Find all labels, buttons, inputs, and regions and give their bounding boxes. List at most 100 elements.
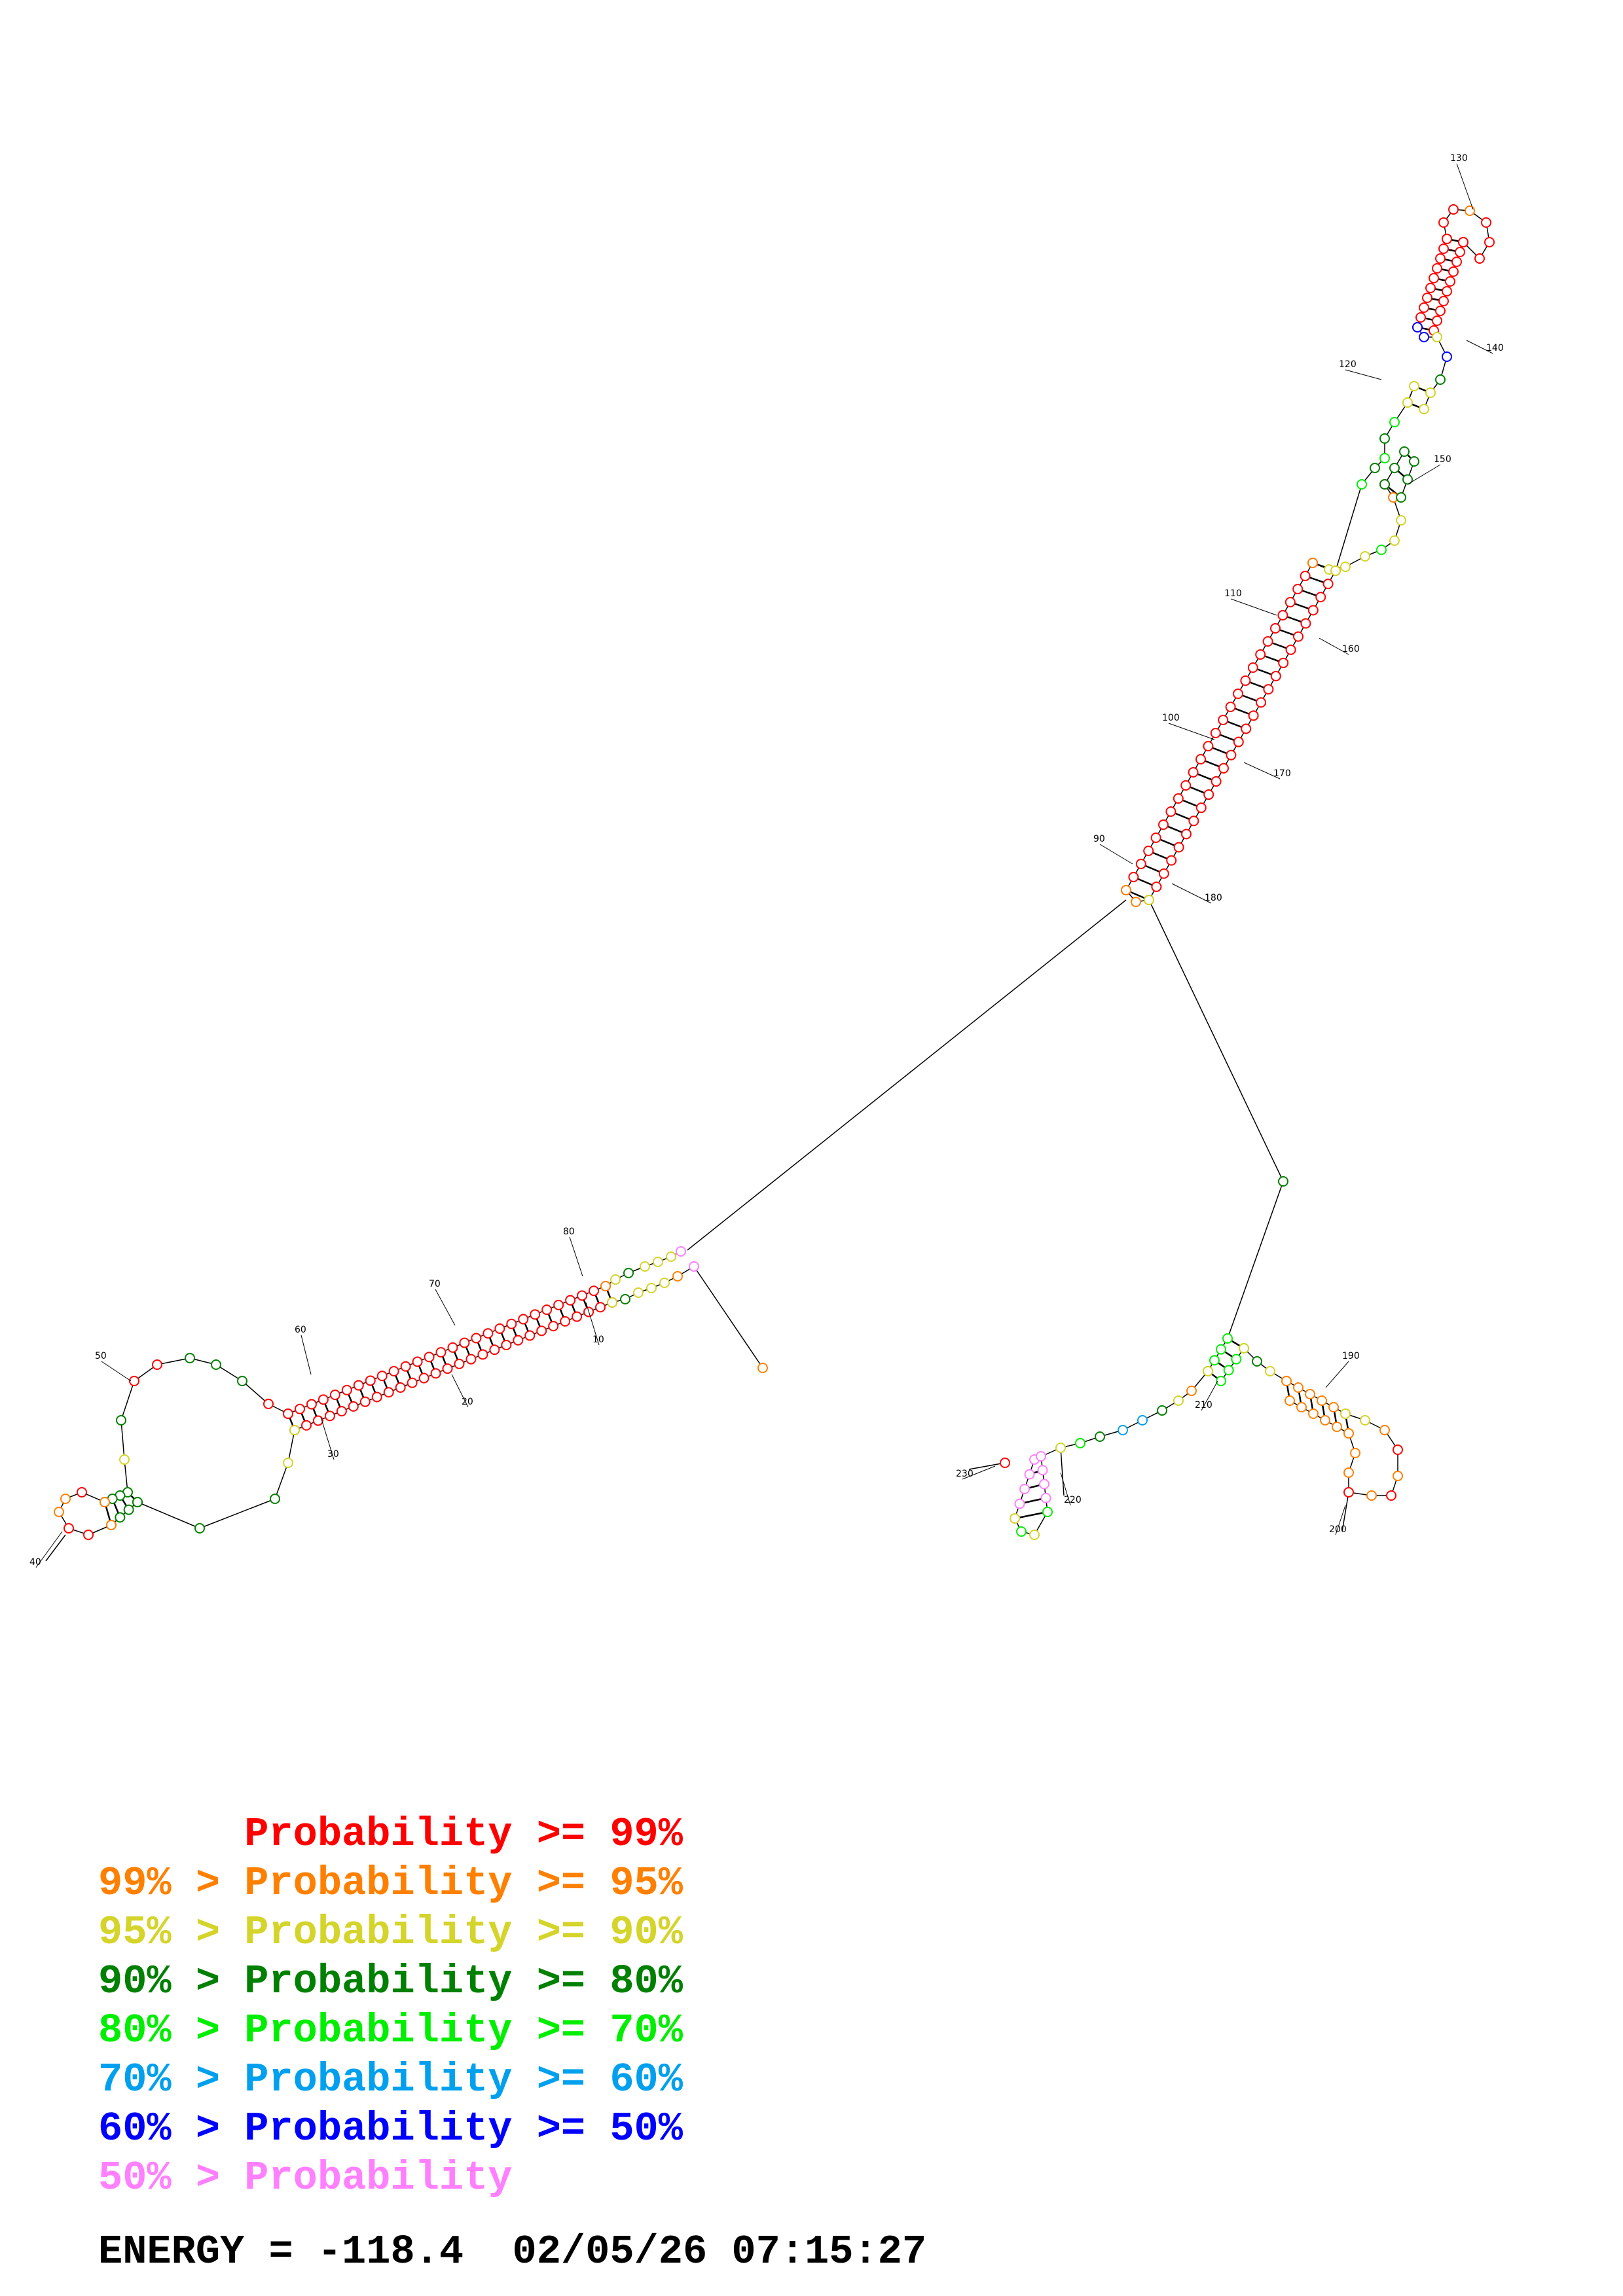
- nucleotide: [1340, 1408, 1351, 1419]
- nucleotide: [116, 1415, 126, 1426]
- nucleotide: [646, 1283, 657, 1293]
- nucleotide: [640, 1261, 650, 1272]
- nucleotide: [1270, 670, 1281, 681]
- position-label: 100: [1162, 713, 1180, 723]
- nucleotide: [623, 1268, 634, 1278]
- nucleotide: [1019, 1484, 1030, 1494]
- nucleotide: [1263, 684, 1274, 695]
- nucleotide: [388, 1366, 399, 1376]
- nucleotide: [115, 1512, 126, 1523]
- position-label: 60: [295, 1325, 306, 1335]
- backbone-segment: [693, 1266, 763, 1369]
- nucleotide: [1432, 315, 1442, 326]
- nucleotide: [383, 1387, 394, 1398]
- position-tick: [1243, 762, 1281, 780]
- nucleotide: [1248, 710, 1259, 721]
- nucleotide: [1481, 217, 1491, 228]
- position-tick: [301, 1335, 312, 1375]
- nucleotide: [1343, 1487, 1354, 1498]
- nucleotide: [400, 1361, 411, 1372]
- nucleotide: [1300, 571, 1311, 581]
- nucleotide: [376, 1371, 388, 1382]
- position-label: 140: [1486, 343, 1504, 353]
- nucleotide: [494, 1323, 505, 1334]
- position-tick: [435, 1289, 456, 1326]
- nucleotide: [1293, 1382, 1304, 1393]
- backbone-segment: [1335, 484, 1362, 571]
- nucleotide: [1402, 397, 1413, 408]
- nucleotide: [1386, 1490, 1396, 1501]
- nucleotide: [1240, 675, 1251, 686]
- nucleotide: [1277, 610, 1288, 620]
- nucleotide: [689, 1261, 699, 1272]
- nucleotide: [152, 1359, 162, 1370]
- nucleotide: [1181, 829, 1192, 840]
- nucleotide: [123, 1504, 134, 1515]
- legend-label: Probability >= 90%: [244, 1909, 683, 1956]
- nucleotide: [1419, 332, 1429, 342]
- nucleotide: [324, 1410, 335, 1422]
- nucleotide: [1340, 562, 1351, 572]
- nucleotide: [1000, 1458, 1010, 1468]
- position-tick: [101, 1361, 132, 1382]
- nucleotide: [560, 1316, 571, 1327]
- nucleotide: [1128, 872, 1139, 882]
- nucleotide: [1445, 276, 1455, 287]
- nucleotide: [1278, 1176, 1288, 1187]
- nucleotide: [1203, 741, 1214, 751]
- nucleotide: [1216, 1344, 1226, 1355]
- nucleotide: [1308, 1408, 1319, 1419]
- nucleotide: [1233, 736, 1244, 747]
- position-label: 170: [1273, 768, 1291, 779]
- nucleotide: [301, 1420, 312, 1431]
- legend-row: 99% > Probability >= 95%: [98, 1859, 683, 1908]
- nucleotide: [577, 1290, 588, 1301]
- legend-prefix: 50% >: [98, 2155, 245, 2201]
- position-tick: [569, 1236, 583, 1277]
- position-label: 200: [1329, 1524, 1347, 1535]
- backbone-segment: [120, 1420, 125, 1460]
- nucleotide: [1024, 1469, 1035, 1480]
- nucleotide: [1293, 631, 1304, 642]
- nucleotide: [1425, 387, 1436, 398]
- nucleotide: [1330, 565, 1341, 576]
- nucleotide: [1278, 657, 1289, 668]
- legend-row: 90% > Probability >= 80%: [98, 1957, 683, 2006]
- nucleotide: [1256, 697, 1266, 708]
- backbone-segment: [287, 1429, 295, 1463]
- nucleotide: [1037, 1465, 1048, 1476]
- nucleotide: [1131, 897, 1141, 907]
- nucleotide: [1328, 1402, 1339, 1412]
- nucleotide: [1166, 855, 1177, 866]
- nucleotide: [501, 1340, 512, 1350]
- legend-row: 95% > Probability >= 90%: [98, 1908, 683, 1957]
- nucleotide: [353, 1380, 364, 1391]
- nucleotide: [211, 1359, 221, 1370]
- nucleotide: [659, 1278, 670, 1288]
- nucleotides: [54, 204, 1495, 1540]
- backbone: [45, 209, 1490, 1562]
- nucleotide: [359, 1396, 371, 1407]
- nucleotide: [1188, 767, 1199, 778]
- nucleotide: [60, 1494, 71, 1504]
- backbone-segment: [968, 1462, 1006, 1470]
- nucleotide: [395, 1382, 406, 1393]
- nucleotide: [653, 1257, 663, 1267]
- nucleotide: [1396, 492, 1406, 503]
- nucleotide: [306, 1399, 317, 1410]
- nucleotide: [1265, 1366, 1275, 1376]
- nucleotide: [1180, 780, 1192, 791]
- nucleotide: [318, 1394, 329, 1405]
- nucleotide: [1231, 1354, 1242, 1365]
- nucleotide: [1409, 456, 1419, 467]
- nucleotide: [1150, 833, 1161, 843]
- nucleotide: [1095, 1431, 1105, 1442]
- nucleotide: [1448, 266, 1459, 277]
- backbone-segment: [137, 1501, 200, 1529]
- nucleotide: [676, 1246, 686, 1257]
- nucleotide: [371, 1391, 382, 1403]
- legend-prefix: 70% >: [98, 2056, 245, 2103]
- nucleotide: [1039, 1479, 1049, 1490]
- nucleotide: [1222, 1333, 1233, 1344]
- nucleotide: [1042, 1507, 1053, 1517]
